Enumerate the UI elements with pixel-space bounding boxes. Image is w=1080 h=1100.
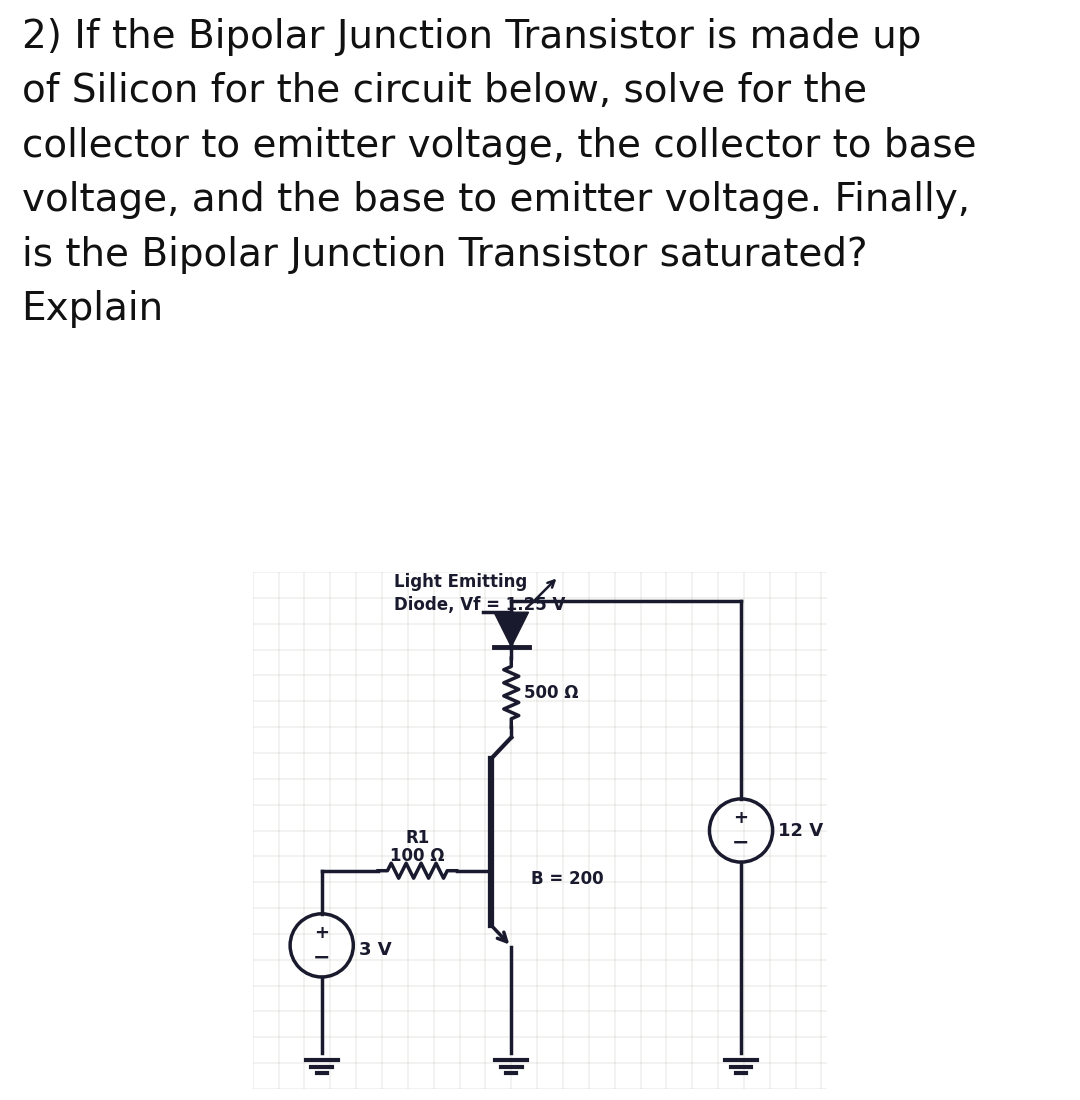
Text: −: − [732, 833, 750, 853]
Text: B = 200: B = 200 [531, 870, 604, 889]
Text: −: − [313, 947, 330, 968]
Text: R1: R1 [405, 828, 430, 847]
Text: 100 Ω: 100 Ω [390, 847, 445, 865]
Text: 3 V: 3 V [359, 940, 392, 959]
Text: +: + [314, 924, 329, 943]
Text: 500 Ω: 500 Ω [524, 683, 579, 702]
Polygon shape [494, 613, 528, 647]
Text: +: + [733, 810, 748, 827]
Text: 12 V: 12 V [779, 822, 824, 839]
Text: 2) If the Bipolar Junction Transistor is made up
of Silicon for the circuit belo: 2) If the Bipolar Junction Transistor is… [22, 18, 976, 328]
Text: Light Emitting
Diode, Vf = 1.25 V: Light Emitting Diode, Vf = 1.25 V [393, 573, 565, 614]
